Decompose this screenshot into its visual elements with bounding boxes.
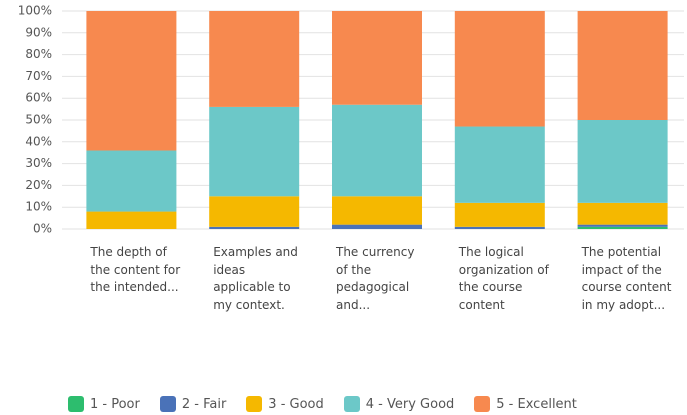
y-tick-label: 10% bbox=[25, 200, 52, 214]
bar-segment bbox=[454, 11, 545, 127]
legend: 1 - Poor 2 - Fair 3 - Good 4 - Very Good 5 -… bbox=[68, 396, 577, 412]
bar-segment bbox=[332, 224, 422, 229]
legend-swatch bbox=[474, 396, 491, 412]
x-tick-label: The currency of the pedagogical and... bbox=[336, 245, 415, 312]
legend-label: 2 - Fair bbox=[181, 396, 227, 412]
legend-swatch bbox=[343, 396, 360, 412]
legend-item: 3 - Good bbox=[246, 396, 324, 412]
bar-segment bbox=[577, 224, 668, 227]
legend-label: 4 - Very Good bbox=[365, 396, 455, 412]
y-tick-label: 30% bbox=[25, 156, 52, 170]
bar-segment bbox=[454, 226, 545, 229]
legend-label: 3 - Good bbox=[268, 396, 324, 412]
bar-segment bbox=[332, 196, 422, 225]
legend-item: 5 - Excellent bbox=[474, 396, 577, 412]
bar-segment bbox=[454, 126, 545, 203]
legend-item: 1 - Poor bbox=[68, 396, 140, 412]
bar-segment bbox=[209, 11, 300, 107]
legend-item: 4 - Very Good bbox=[343, 396, 455, 412]
bar-segment bbox=[332, 104, 422, 197]
legend-swatch bbox=[246, 396, 263, 412]
y-tick-label: 80% bbox=[25, 47, 52, 61]
bar-segment bbox=[454, 202, 545, 227]
y-tick-label: 90% bbox=[25, 25, 52, 39]
bar-segment bbox=[209, 226, 300, 229]
legend-swatch bbox=[159, 396, 176, 412]
x-tick-label: The potential impact of the course conte… bbox=[581, 245, 672, 312]
y-tick-label: 50% bbox=[25, 113, 52, 127]
bar-segment bbox=[577, 120, 668, 203]
x-tick-label: Examples and ideas applicable to my cont… bbox=[213, 245, 298, 312]
x-tick-label: The logical organization of the course c… bbox=[458, 245, 549, 312]
legend-label: 1 - Poor bbox=[90, 396, 140, 412]
y-tick-label: 100% bbox=[18, 4, 52, 18]
bar-segment bbox=[332, 11, 422, 105]
bar-segment bbox=[577, 11, 668, 120]
bar-segment bbox=[209, 106, 300, 197]
bar-segment bbox=[577, 202, 668, 225]
bar-segment bbox=[577, 226, 668, 229]
y-tick-label: 70% bbox=[25, 69, 52, 83]
y-tick-label: 60% bbox=[25, 91, 52, 105]
y-tick-label: 20% bbox=[25, 178, 52, 192]
bar-segment bbox=[86, 150, 177, 212]
x-tick-label: The depth of the content for the intende… bbox=[90, 245, 181, 294]
legend-item: 2 - Fair bbox=[159, 396, 227, 412]
bar-segment bbox=[209, 196, 300, 227]
legend-label: 5 - Excellent bbox=[496, 396, 577, 412]
legend-swatch bbox=[68, 396, 84, 412]
y-tick-label: 0% bbox=[33, 222, 52, 236]
y-tick-label: 40% bbox=[25, 134, 52, 148]
bar-segment bbox=[86, 211, 177, 229]
bar-segment bbox=[86, 11, 177, 151]
